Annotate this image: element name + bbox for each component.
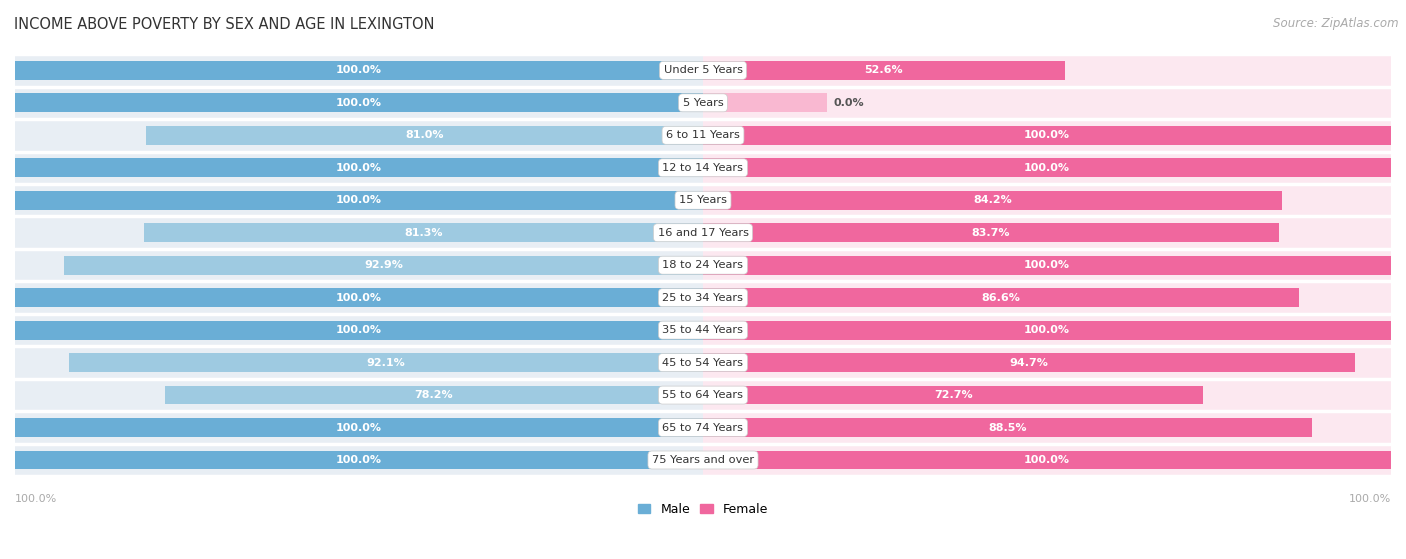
Text: 100.0%: 100.0% (336, 455, 382, 465)
Text: 88.5%: 88.5% (988, 423, 1026, 433)
Text: 81.3%: 81.3% (404, 228, 443, 238)
Text: 12 to 14 Years: 12 to 14 Years (662, 163, 744, 173)
Bar (15, 321, 703, 339)
FancyBboxPatch shape (15, 281, 703, 314)
Text: 100.0%: 100.0% (1024, 130, 1070, 140)
Text: 84.2%: 84.2% (973, 195, 1012, 205)
Text: 6 to 11 Years: 6 to 11 Years (666, 130, 740, 140)
FancyBboxPatch shape (703, 281, 1391, 314)
Bar (15, 158, 703, 177)
FancyBboxPatch shape (15, 411, 703, 444)
Bar (703, 288, 1299, 307)
FancyBboxPatch shape (15, 184, 703, 216)
Text: 16 and 17 Years: 16 and 17 Years (658, 228, 748, 238)
FancyBboxPatch shape (15, 54, 703, 87)
FancyBboxPatch shape (703, 411, 1391, 444)
FancyBboxPatch shape (15, 444, 703, 476)
Bar (703, 256, 1391, 274)
FancyBboxPatch shape (15, 119, 703, 151)
Bar (703, 158, 1391, 177)
Text: 78.2%: 78.2% (415, 390, 453, 400)
FancyBboxPatch shape (15, 249, 703, 281)
FancyBboxPatch shape (15, 347, 703, 379)
Text: 55 to 64 Years: 55 to 64 Years (662, 390, 744, 400)
Text: 100.0%: 100.0% (1024, 325, 1070, 335)
FancyBboxPatch shape (703, 87, 1391, 119)
Bar (703, 223, 1279, 242)
Bar (15, 93, 703, 112)
Text: 100.0%: 100.0% (336, 423, 382, 433)
Bar (703, 61, 1064, 80)
Bar (15, 418, 703, 437)
Bar (703, 126, 1391, 145)
Bar (703, 353, 1354, 372)
FancyBboxPatch shape (703, 379, 1391, 411)
Legend: Male, Female: Male, Female (633, 498, 773, 520)
FancyBboxPatch shape (703, 184, 1391, 216)
Bar (703, 418, 1312, 437)
FancyBboxPatch shape (15, 151, 703, 184)
Bar (63, 256, 703, 274)
Text: 45 to 54 Years: 45 to 54 Years (662, 358, 744, 368)
FancyBboxPatch shape (703, 151, 1391, 184)
Text: 15 Years: 15 Years (679, 195, 727, 205)
Bar (703, 321, 1391, 339)
Bar (15, 288, 703, 307)
Text: 100.0%: 100.0% (336, 195, 382, 205)
Text: 92.9%: 92.9% (364, 260, 404, 270)
Text: 92.1%: 92.1% (367, 358, 405, 368)
Text: 100.0%: 100.0% (15, 494, 58, 504)
Text: 100.0%: 100.0% (336, 65, 382, 75)
Text: 100.0%: 100.0% (336, 163, 382, 173)
Text: 100.0%: 100.0% (1024, 163, 1070, 173)
Text: 72.7%: 72.7% (934, 390, 973, 400)
Text: 86.6%: 86.6% (981, 293, 1021, 302)
FancyBboxPatch shape (703, 444, 1391, 476)
Bar (15, 191, 703, 210)
Text: INCOME ABOVE POVERTY BY SEX AND AGE IN LEXINGTON: INCOME ABOVE POVERTY BY SEX AND AGE IN L… (14, 17, 434, 32)
Text: 100.0%: 100.0% (1024, 455, 1070, 465)
FancyBboxPatch shape (15, 87, 703, 119)
Bar (15, 451, 703, 470)
Text: 94.7%: 94.7% (1010, 358, 1049, 368)
Text: 25 to 34 Years: 25 to 34 Years (662, 293, 744, 302)
FancyBboxPatch shape (703, 249, 1391, 281)
Bar (703, 93, 827, 112)
Text: 100.0%: 100.0% (336, 98, 382, 108)
FancyBboxPatch shape (703, 54, 1391, 87)
Bar (703, 451, 1391, 470)
Text: 52.6%: 52.6% (865, 65, 903, 75)
Text: 81.0%: 81.0% (405, 130, 444, 140)
FancyBboxPatch shape (703, 119, 1391, 151)
Text: 100.0%: 100.0% (336, 325, 382, 335)
FancyBboxPatch shape (15, 216, 703, 249)
Bar (165, 386, 703, 405)
Text: 75 Years and over: 75 Years and over (652, 455, 754, 465)
Text: 0.0%: 0.0% (834, 98, 865, 108)
Text: 5 Years: 5 Years (683, 98, 723, 108)
Text: 65 to 74 Years: 65 to 74 Years (662, 423, 744, 433)
FancyBboxPatch shape (703, 347, 1391, 379)
Text: 18 to 24 Years: 18 to 24 Years (662, 260, 744, 270)
FancyBboxPatch shape (703, 216, 1391, 249)
FancyBboxPatch shape (15, 379, 703, 411)
Bar (146, 126, 703, 145)
Bar (703, 191, 1282, 210)
Bar (703, 386, 1204, 405)
Bar (69, 353, 703, 372)
Text: 100.0%: 100.0% (1024, 260, 1070, 270)
Bar (15, 61, 703, 80)
Text: 83.7%: 83.7% (972, 228, 1010, 238)
Text: Under 5 Years: Under 5 Years (664, 65, 742, 75)
Text: 100.0%: 100.0% (336, 293, 382, 302)
FancyBboxPatch shape (703, 314, 1391, 347)
Text: 35 to 44 Years: 35 to 44 Years (662, 325, 744, 335)
Text: 100.0%: 100.0% (1348, 494, 1391, 504)
Bar (143, 223, 703, 242)
Text: Source: ZipAtlas.com: Source: ZipAtlas.com (1274, 17, 1399, 30)
FancyBboxPatch shape (15, 314, 703, 347)
